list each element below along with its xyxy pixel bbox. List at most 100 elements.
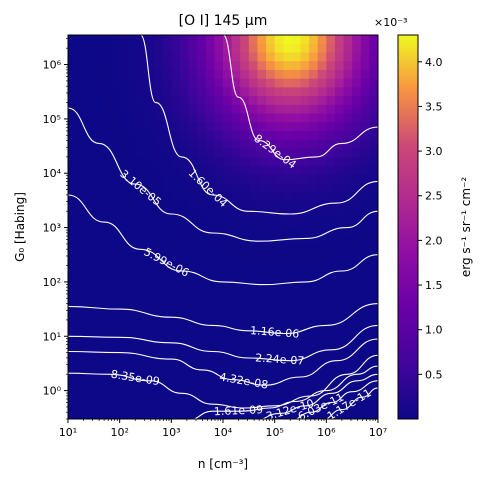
- heatmap-cell: [274, 331, 284, 342]
- heatmap-cell: [334, 392, 345, 403]
- heatmap-cell: [334, 113, 345, 123]
- heatmap-cell: [257, 43, 267, 54]
- heatmap-cell: [334, 52, 345, 62]
- heatmap-cell: [119, 296, 129, 307]
- heatmap-cell: [119, 157, 129, 167]
- heatmap-cell: [171, 357, 181, 368]
- heatmap-cell: [154, 279, 164, 289]
- heatmap-cell: [197, 279, 207, 289]
- heatmap-cell: [291, 366, 302, 376]
- heatmap-cell: [119, 235, 129, 246]
- heatmap-cell: [188, 165, 198, 176]
- heatmap-cell: [162, 296, 172, 307]
- heatmap-cell: [248, 148, 259, 158]
- heatmap-cell: [291, 139, 302, 150]
- heatmap-cell: [326, 384, 336, 394]
- heatmap-cell: [369, 183, 378, 193]
- heatmap-cell: [102, 296, 112, 307]
- heatmap-cell: [240, 384, 250, 394]
- heatmap-cell: [360, 174, 370, 184]
- heatmap-cell: [223, 218, 233, 228]
- heatmap-cell: [205, 384, 215, 394]
- heatmap-cell: [119, 43, 129, 54]
- heatmap-cell: [197, 43, 207, 54]
- heatmap-cell: [128, 113, 138, 123]
- heatmap-cell: [145, 375, 155, 385]
- heatmap-cell: [171, 314, 181, 324]
- heatmap-cell: [240, 375, 250, 385]
- heatmap-cell: [128, 261, 138, 272]
- heatmap-cell: [119, 96, 129, 106]
- heatmap-cell: [68, 349, 78, 359]
- heatmap-cell: [223, 375, 233, 385]
- heatmap-cell: [266, 331, 276, 342]
- contour-line: [192, 365, 378, 419]
- heatmap-cell: [317, 104, 327, 115]
- heatmap-cell: [197, 384, 207, 394]
- heatmap-cell: [274, 139, 284, 150]
- heatmap-cell: [326, 174, 336, 184]
- heatmap-cell: [266, 384, 276, 394]
- contour-line: [68, 303, 378, 335]
- heatmap-cell: [300, 122, 310, 132]
- heatmap-cell: [119, 165, 129, 176]
- heatmap-cell: [128, 296, 138, 307]
- heatmap-cell: [128, 104, 138, 115]
- heatmap-cell: [214, 131, 224, 141]
- heatmap-cell: [214, 288, 224, 298]
- heatmap-cell: [188, 61, 198, 71]
- heatmap-cell: [291, 349, 302, 359]
- heatmap-cell: [102, 331, 112, 342]
- heatmap-cell: [257, 392, 267, 403]
- contour-line: [68, 338, 378, 386]
- heatmap-cell: [128, 218, 138, 228]
- heatmap-cell: [274, 131, 284, 141]
- heatmap-cell: [85, 323, 95, 333]
- heatmap-cell: [68, 366, 78, 376]
- heatmap-cell: [68, 357, 78, 368]
- heatmap-cell: [111, 261, 121, 272]
- heatmap-cell: [257, 314, 267, 324]
- heatmap-cell: [111, 288, 121, 298]
- heatmap-cell: [326, 227, 336, 237]
- heatmap-cell: [197, 35, 207, 45]
- heatmap-cell: [223, 279, 233, 289]
- heatmap-cell: [274, 122, 284, 132]
- x-axis-ticks: 10¹ 10² 10³ 10⁴ 10⁵ 10⁶ 10⁷: [59, 419, 387, 439]
- heatmap-cell: [76, 384, 86, 394]
- heatmap-cell: [76, 122, 86, 132]
- heatmap-cell: [93, 165, 104, 176]
- heatmap-cell: [360, 349, 370, 359]
- heatmap-cell: [309, 261, 319, 272]
- y-axis-label: G₀ [Habing]: [13, 192, 27, 262]
- heatmap-cell: [231, 305, 241, 315]
- heatmap-cell: [257, 61, 267, 71]
- heatmap-cell: [76, 43, 86, 54]
- heatmap-cell: [326, 69, 336, 80]
- heatmap-cell: [291, 148, 302, 158]
- heatmap-cell: [188, 131, 198, 141]
- heatmap-cell: [274, 52, 284, 62]
- heatmap-cell: [128, 157, 138, 167]
- heatmap-cell: [154, 323, 164, 333]
- heatmap-cell: [214, 165, 224, 176]
- heatmap-cell: [179, 200, 190, 211]
- heatmap-cell: [352, 235, 362, 246]
- heatmap-cell: [145, 200, 155, 211]
- heatmap-cell: [240, 314, 250, 324]
- heatmap-cell: [205, 69, 215, 80]
- heatmap-cell: [145, 122, 155, 132]
- heatmap-cell: [369, 157, 378, 167]
- heatmap-cell: [136, 52, 147, 62]
- heatmap-cell: [205, 148, 215, 158]
- heatmap-cell: [309, 357, 319, 368]
- heatmap-cell: [248, 296, 259, 307]
- heatmap-cell: [231, 253, 241, 263]
- heatmap-cell: [248, 323, 259, 333]
- heatmap-cell: [317, 270, 327, 280]
- heatmap-cell: [223, 314, 233, 324]
- heatmap-cell: [369, 227, 378, 237]
- heatmap-cell: [360, 384, 370, 394]
- heatmap-cell: [352, 375, 362, 385]
- heatmap-cell: [154, 375, 164, 385]
